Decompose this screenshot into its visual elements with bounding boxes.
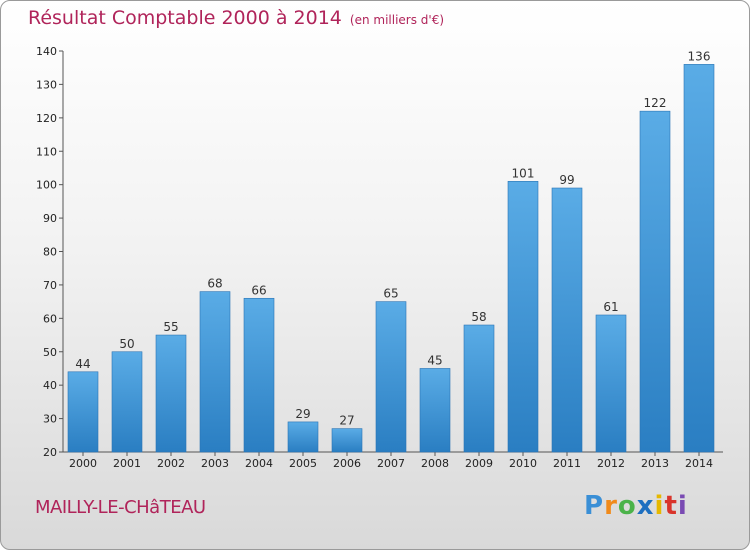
value-label-2001: 50 (119, 337, 134, 351)
value-label-2008: 45 (427, 353, 442, 367)
bar-2014 (683, 64, 715, 453)
x-tick-label: 2014 (685, 457, 713, 470)
value-label-2004: 66 (251, 283, 266, 297)
x-tick-label: 2004 (245, 457, 273, 470)
bar-2007 (375, 301, 407, 453)
x-tick-label: 2002 (157, 457, 185, 470)
value-label-2003: 68 (207, 277, 222, 291)
y-tick-label: 60 (43, 312, 57, 325)
chart-title: Résultat Comptable 2000 à 2014 (en millie… (28, 7, 444, 29)
x-tick-label: 2000 (69, 457, 97, 470)
bar-2002 (155, 334, 187, 453)
logo-letter: o (617, 491, 637, 521)
bar-2012 (595, 314, 627, 453)
bar-2009 (463, 324, 495, 453)
x-tick-label: 2013 (641, 457, 669, 470)
bar-2003 (199, 291, 231, 453)
y-tick-label: 130 (36, 78, 57, 91)
value-label-2000: 44 (75, 357, 90, 371)
x-tick-label: 2012 (597, 457, 625, 470)
bar-2000 (67, 371, 99, 453)
x-tick-label: 2008 (421, 457, 449, 470)
bar-2011 (551, 187, 583, 453)
x-tick-label: 2010 (509, 457, 537, 470)
bar-2010 (507, 181, 539, 453)
logo-letter: r (604, 491, 618, 521)
bar-2005 (287, 421, 319, 453)
chart-subtitle: (en milliers d'€) (349, 13, 445, 27)
y-tick-label: 80 (43, 246, 57, 259)
logo-letter: t (664, 491, 678, 521)
value-label-2012: 61 (603, 300, 618, 314)
logo-letter: P (584, 491, 605, 521)
y-tick-label: 90 (43, 212, 57, 225)
y-tick-label: 40 (43, 379, 57, 392)
chart-title-text: Résultat Comptable 2000 à 2014 (28, 7, 342, 29)
y-tick-label: 20 (43, 446, 57, 459)
x-tick-label: 2005 (289, 457, 317, 470)
y-tick-label: 120 (36, 112, 57, 125)
value-label-2011: 99 (559, 173, 574, 187)
value-label-2006: 27 (339, 414, 354, 428)
x-tick-label: 2006 (333, 457, 361, 470)
bar-2001 (111, 351, 143, 453)
x-tick-label: 2011 (553, 457, 581, 470)
value-label-2002: 55 (163, 320, 178, 334)
x-tick-label: 2009 (465, 457, 493, 470)
value-label-2013: 122 (644, 96, 667, 110)
x-tick-label: 2007 (377, 457, 405, 470)
y-tick-label: 140 (36, 45, 57, 58)
y-tick-label: 70 (43, 279, 57, 292)
y-tick-label: 30 (43, 413, 57, 426)
bar-2013 (639, 110, 671, 453)
bar-2006 (331, 428, 363, 453)
value-label-2007: 65 (383, 287, 398, 301)
x-tick-label: 2001 (113, 457, 141, 470)
y-tick-label: 100 (36, 179, 57, 192)
bar-2008 (419, 368, 451, 453)
value-label-2005: 29 (295, 407, 310, 421)
y-tick-label: 110 (36, 145, 57, 158)
y-tick-label: 50 (43, 346, 57, 359)
value-label-2010: 101 (512, 166, 535, 180)
commune-name: MAILLY-LE-CHâTEAU (35, 497, 206, 518)
proxiti-logo[interactable]: Proxiti (584, 491, 688, 521)
x-tick-label: 2003 (201, 457, 229, 470)
value-label-2009: 58 (471, 310, 486, 324)
bar-2004 (243, 297, 275, 453)
value-label-2014: 136 (688, 49, 711, 63)
logo-letter: i (677, 491, 688, 521)
logo-letter: i (654, 491, 665, 521)
logo-letter: x (636, 491, 655, 521)
